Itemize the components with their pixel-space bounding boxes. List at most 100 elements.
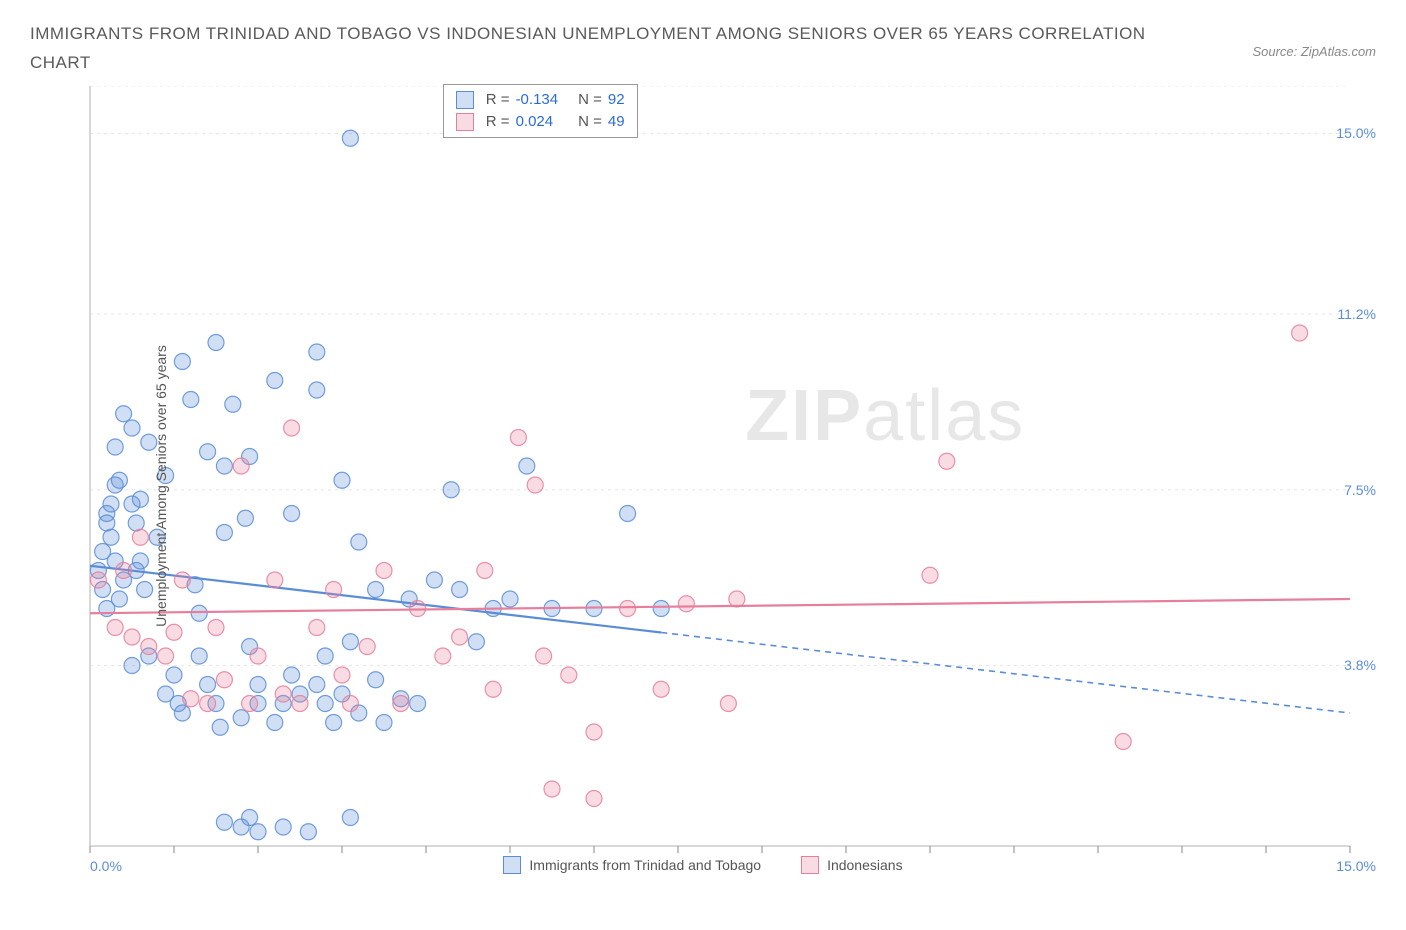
data-point (275, 686, 291, 702)
data-point (586, 724, 602, 740)
data-point (653, 600, 669, 616)
data-point (174, 705, 190, 721)
y-tick-label: 3.8% (1344, 657, 1376, 673)
stat-n-value: 49 (608, 113, 625, 130)
data-point (200, 695, 216, 711)
legend-swatch (801, 856, 819, 874)
legend-swatch (456, 91, 474, 109)
data-point (502, 591, 518, 607)
data-point (586, 790, 602, 806)
data-point (216, 458, 232, 474)
data-point (342, 695, 358, 711)
data-point (242, 809, 258, 825)
data-point (124, 420, 140, 436)
data-point (351, 534, 367, 550)
legend-item: Indonesians (801, 856, 903, 874)
stat-r-label: R = (486, 91, 510, 108)
data-point (267, 372, 283, 388)
data-point (111, 591, 127, 607)
data-point (141, 638, 157, 654)
data-point (435, 648, 451, 664)
data-point (309, 344, 325, 360)
data-point (225, 396, 241, 412)
data-point (174, 572, 190, 588)
data-point (174, 353, 190, 369)
data-point (116, 406, 132, 422)
stat-n-label: N = (578, 113, 602, 130)
data-point (410, 695, 426, 711)
data-point (242, 695, 258, 711)
data-point (292, 695, 308, 711)
data-point (111, 472, 127, 488)
data-point (468, 634, 484, 650)
data-point (250, 648, 266, 664)
stat-n-label: N = (578, 91, 602, 108)
data-point (158, 648, 174, 664)
stat-r-value: -0.134 (516, 91, 559, 108)
data-point (216, 672, 232, 688)
data-point (544, 781, 560, 797)
legend-swatch (456, 113, 474, 131)
y-tick-label: 7.5% (1344, 482, 1376, 498)
data-point (124, 629, 140, 645)
data-point (452, 581, 468, 597)
data-point (368, 672, 384, 688)
regression-line (90, 599, 1350, 613)
data-point (284, 667, 300, 683)
data-point (1292, 325, 1308, 341)
source-label: Source: ZipAtlas.com (1252, 44, 1376, 59)
data-point (208, 619, 224, 635)
data-point (359, 638, 375, 654)
x-tick-right: 15.0% (1336, 858, 1376, 874)
data-point (216, 524, 232, 540)
legend-label: Indonesians (827, 857, 903, 873)
data-point (477, 562, 493, 578)
x-tick-left: 0.0% (90, 858, 122, 874)
data-point (267, 572, 283, 588)
y-tick-label: 15.0% (1336, 125, 1376, 141)
data-point (1115, 733, 1131, 749)
regression-line-dashed (661, 632, 1350, 712)
header: IMMIGRANTS FROM TRINIDAD AND TOBAGO VS I… (30, 20, 1376, 78)
data-point (233, 458, 249, 474)
data-point (510, 429, 526, 445)
data-point (922, 567, 938, 583)
legend-label: Immigrants from Trinidad and Tobago (529, 857, 761, 873)
stat-r-value: 0.024 (516, 113, 559, 130)
data-point (443, 482, 459, 498)
bottom-legend: Immigrants from Trinidad and Tobago Indon… (30, 856, 1376, 874)
data-point (300, 824, 316, 840)
data-point (90, 572, 106, 588)
data-point (317, 648, 333, 664)
data-point (342, 130, 358, 146)
data-point (200, 676, 216, 692)
data-point (132, 553, 148, 569)
data-point (275, 819, 291, 835)
legend-swatch (503, 856, 521, 874)
data-point (191, 605, 207, 621)
data-point (267, 714, 283, 730)
data-point (200, 444, 216, 460)
data-point (103, 529, 119, 545)
data-point (326, 581, 342, 597)
data-point (678, 596, 694, 612)
data-point (132, 491, 148, 507)
data-point (426, 572, 442, 588)
data-point (250, 676, 266, 692)
data-point (376, 562, 392, 578)
data-point (107, 619, 123, 635)
data-point (237, 510, 253, 526)
correlation-stats-box: R =-0.134N =92R =0.024N =49 (443, 84, 638, 138)
data-point (334, 472, 350, 488)
data-point (452, 629, 468, 645)
data-point (342, 809, 358, 825)
data-point (376, 714, 392, 730)
data-point (208, 334, 224, 350)
data-point (334, 667, 350, 683)
data-point (128, 515, 144, 531)
data-point (212, 719, 228, 735)
data-point (729, 591, 745, 607)
data-point (326, 714, 342, 730)
y-axis-label: Unemployment Among Seniors over 65 years (153, 345, 169, 627)
data-point (527, 477, 543, 493)
